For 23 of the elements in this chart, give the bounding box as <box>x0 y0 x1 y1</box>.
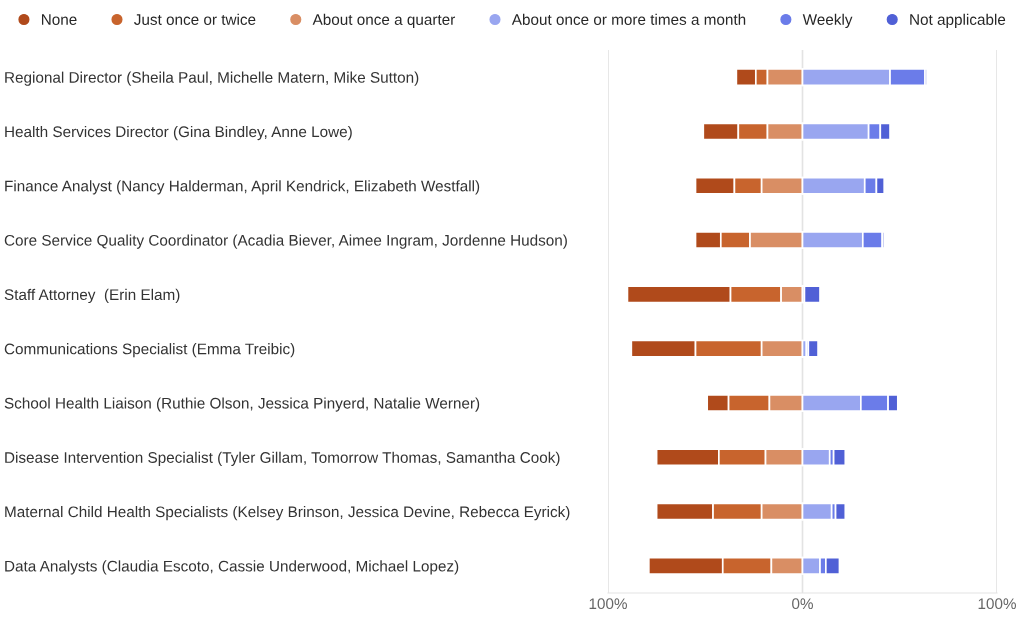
bar <box>807 339 819 358</box>
legend-label: About once a quarter <box>312 13 456 28</box>
legend-label: About once or more times a month <box>511 13 746 25</box>
legend-label: Not applicable <box>910 13 1006 28</box>
bar <box>834 502 847 521</box>
y-tick-label: Maternal Child Health Specialists (Kelsey Brinson, Jessica Devine, Rebecca Eyrick) <box>5 506 570 521</box>
y-tick-label: Communications Specialist (Emma Treibic) <box>4 343 295 358</box>
y-tick-label: Regional Director (Sheila Paul, Michelle Matern, Mike Sutton) <box>5 71 419 86</box>
y-tick-label: Finance Analyst (Nancy Halderman, April Kendrick, Elizabeth Westfall) <box>5 180 480 195</box>
y-tick-label: Health Services Director (Gina Bindley, Anne Lowe) <box>5 125 352 141</box>
legend-label: Weekly <box>802 13 853 28</box>
bar <box>803 285 821 304</box>
y-tick-label: Core Service Quality Coordinator (Acadia Biever, Aimee Ingram, Jordenne Hudson) <box>4 234 567 249</box>
y-tick-label: Disease Intervention Specialist (Tyler Gillam, Tomorrow Thomas, Samantha Cook) <box>5 451 560 466</box>
x-tick-label: 0% <box>792 598 813 610</box>
legend-label: None <box>41 14 77 25</box>
y-tick-label: Data Analysts (Claudia Escoto, Cassie Underwood, Michael Lopez) <box>5 560 459 575</box>
y-tick-label: Staff Attorney (Erin Elam) <box>4 288 180 304</box>
x-tick-label: 100% <box>589 598 627 610</box>
bar <box>832 448 847 467</box>
y-tick-label: School Health Liaison (Ruthie Olson, Jessica Pinyerd, Natalie Werner) <box>4 397 480 412</box>
legend-label: Just once or twice <box>134 13 256 25</box>
x-tick-label: 100% <box>978 598 1016 610</box>
